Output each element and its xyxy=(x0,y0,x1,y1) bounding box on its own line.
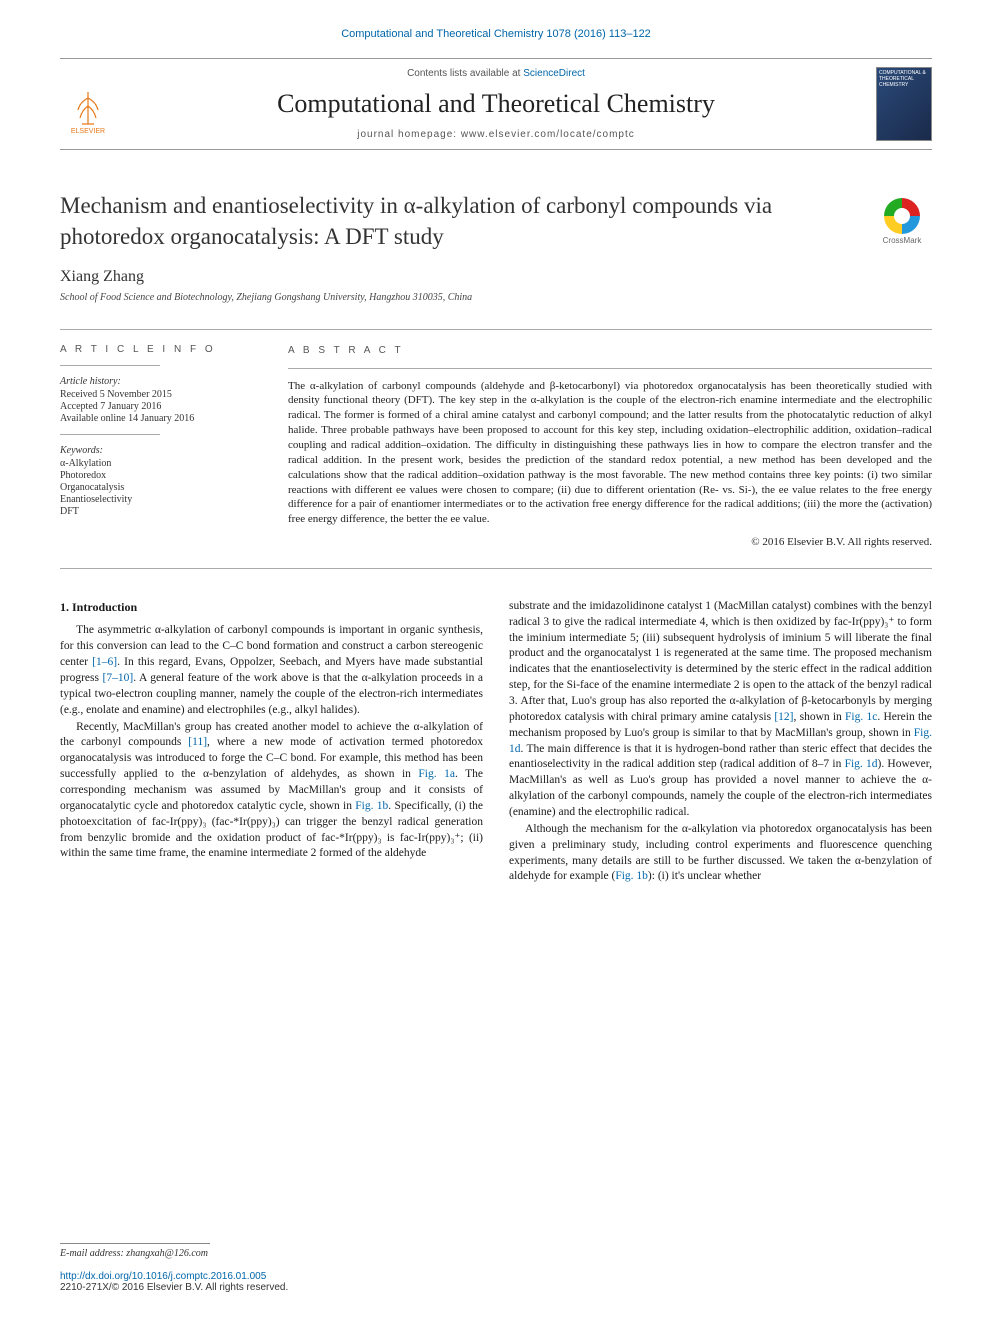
page-footer: E-mail address: zhangxah@126.com http://… xyxy=(60,1243,932,1293)
accepted-date: Accepted 7 January 2016 xyxy=(60,401,260,412)
history-heading: Article history: xyxy=(60,376,260,387)
body-two-column: 1. Introduction The asymmetric α-alkylat… xyxy=(60,599,932,885)
contents-line: Contents lists available at ScienceDirec… xyxy=(130,68,862,79)
contents-prefix: Contents lists available at xyxy=(407,68,523,79)
corresponding-email: E-mail address: zhangxah@126.com xyxy=(60,1248,932,1259)
abstract-heading: A B S T R A C T xyxy=(288,344,932,358)
abstract-text: The α-alkylation of carbonyl compounds (… xyxy=(288,379,932,527)
elsevier-logo: ELSEVIER xyxy=(60,73,116,135)
keywords-heading: Keywords: xyxy=(60,445,260,456)
journal-homepage: journal homepage: www.elsevier.com/locat… xyxy=(130,129,862,140)
article-title: Mechanism and enantioselectivity in α-al… xyxy=(60,190,932,252)
journal-name: Computational and Theoretical Chemistry xyxy=(130,89,862,119)
section-heading-intro: 1. Introduction xyxy=(60,599,483,616)
body-paragraph: Although the mechanism for the α-alkylat… xyxy=(509,822,932,885)
received-date: Received 5 November 2015 xyxy=(60,389,260,400)
article-info-heading: A R T I C L E I N F O xyxy=(60,344,260,355)
info-abstract-row: A R T I C L E I N F O Article history: R… xyxy=(60,329,932,569)
online-date: Available online 14 January 2016 xyxy=(60,413,260,424)
sciencedirect-link[interactable]: ScienceDirect xyxy=(523,68,585,79)
email-label: E-mail address: xyxy=(60,1248,126,1259)
keyword: Enantioselectivity xyxy=(60,494,260,505)
doi-link[interactable]: http://dx.doi.org/10.1016/j.comptc.2016.… xyxy=(60,1271,932,1282)
issn-copyright: 2210-271X/© 2016 Elsevier B.V. All right… xyxy=(60,1282,932,1293)
title-block: Mechanism and enantioselectivity in α-al… xyxy=(60,190,932,252)
masthead: ELSEVIER Contents lists available at Sci… xyxy=(60,58,932,150)
journal-cover-thumb: COMPUTATIONAL & THEORETICAL CHEMISTRY xyxy=(876,67,932,141)
body-paragraph: substrate and the imidazolidinone cataly… xyxy=(509,599,932,821)
crossmark-label: CrossMark xyxy=(883,236,922,245)
elsevier-text: ELSEVIER xyxy=(71,128,105,135)
elsevier-tree-icon xyxy=(68,88,108,128)
keyword: DFT xyxy=(60,506,260,517)
author-name: Xiang Zhang xyxy=(60,268,932,286)
crossmark-icon xyxy=(884,198,920,234)
keyword: Photoredox xyxy=(60,470,260,481)
crossmark-badge[interactable]: CrossMark xyxy=(872,198,932,245)
masthead-center: Contents lists available at ScienceDirec… xyxy=(130,68,862,140)
keyword: Organocatalysis xyxy=(60,482,260,493)
abstract-rule xyxy=(288,368,932,369)
abstract-copyright: © 2016 Elsevier B.V. All rights reserved… xyxy=(288,535,932,550)
body-paragraph: The asymmetric α-alkylation of carbonyl … xyxy=(60,623,483,718)
abstract-column: A B S T R A C T The α-alkylation of carb… xyxy=(288,344,932,550)
email-address[interactable]: zhangxah@126.com xyxy=(126,1248,208,1259)
keyword: α-Alkylation xyxy=(60,458,260,469)
article-info-column: A R T I C L E I N F O Article history: R… xyxy=(60,344,260,550)
author-affiliation: School of Food Science and Biotechnology… xyxy=(60,292,932,303)
info-rule xyxy=(60,434,160,435)
footnote-rule xyxy=(60,1243,210,1244)
info-rule xyxy=(60,365,160,366)
body-paragraph: Recently, MacMillan's group has created … xyxy=(60,720,483,863)
running-header: Computational and Theoretical Chemistry … xyxy=(0,0,992,48)
